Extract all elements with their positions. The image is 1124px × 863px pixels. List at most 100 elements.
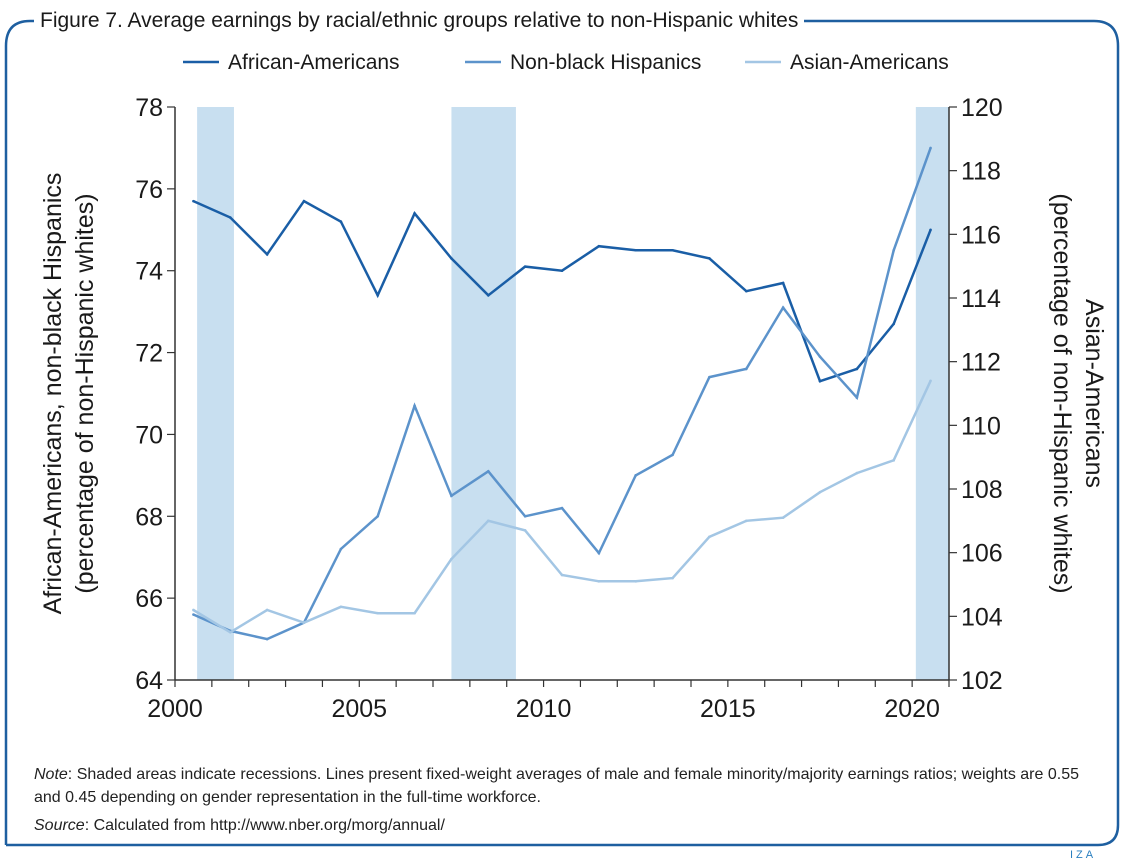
data-point-asian-americans-1: [228, 630, 232, 634]
data-point-non-black-hispanics-5: [376, 514, 380, 518]
data-point-non-black-hispanics-6: [413, 404, 416, 408]
data-point-asian-americans-0: [192, 608, 195, 612]
y-right-tick-label-112: 112: [961, 349, 1001, 377]
data-point-african-americans-9: [523, 265, 527, 268]
x-tick-label-2000: 2000: [147, 695, 203, 723]
data-point-african-americans-5: [376, 293, 380, 297]
data-point-asian-americans-5: [376, 611, 380, 615]
figure-title: Figure 7. Average earnings by racial/eth…: [34, 4, 805, 38]
x-tick-label-2015: 2015: [700, 695, 756, 723]
data-point-non-black-hispanics-12: [634, 474, 638, 477]
y-axis-right-title-line-1: Asian-Americans: [1080, 299, 1108, 488]
data-point-asian-americans-14: [708, 535, 711, 539]
y-axis-left-title: African-Americans, non-black Hispanics (p…: [39, 173, 99, 615]
data-point-non-black-hispanics-13: [671, 453, 674, 457]
data-point-asian-americans-8: [486, 519, 490, 523]
y-right-tick-label-108: 108: [961, 476, 1003, 504]
data-point-african-americans-12: [634, 248, 638, 252]
series-african-americans: [192, 199, 932, 383]
recession-bands: [197, 107, 949, 680]
data-point-non-black-hispanics-2: [265, 637, 269, 641]
data-point-african-americans-16: [781, 281, 785, 285]
y-left-tick-label-76: 76: [135, 176, 163, 204]
y-left-tick-label-68: 68: [135, 503, 163, 531]
figure-source: Source: Calculated from http://www.nber.…: [34, 815, 445, 837]
y-right-tick-label-116: 116: [961, 221, 1001, 249]
x-tick-label-2005: 2005: [331, 695, 387, 723]
y-right-tick-label-120: 120: [961, 94, 1003, 122]
data-point-african-americans-2: [265, 253, 269, 256]
data-point-african-americans-19: [892, 322, 896, 326]
data-point-asian-americans-13: [671, 576, 674, 580]
data-point-asian-americans-16: [781, 516, 785, 519]
y-left-tick-label-70: 70: [135, 421, 163, 449]
data-point-asian-americans-15: [744, 519, 748, 523]
y-axis-right-title: Asian-Americans(percentage of non-Hispan…: [1048, 193, 1108, 593]
data-point-asian-americans-6: [413, 611, 416, 615]
note-text: : Shaded areas indicate recessions. Line…: [34, 766, 1079, 806]
data-point-non-black-hispanics-18: [855, 396, 859, 399]
y-left-tick-label-64: 64: [135, 667, 163, 695]
data-point-african-americans-0: [192, 199, 195, 203]
frame-border: [4, 19, 1120, 847]
data-point-non-black-hispanics-4: [339, 547, 343, 551]
y-right-tick-label-118: 118: [961, 158, 1001, 186]
y-axis-left-title-line-2: (percentage of non-Hispanic whites): [71, 193, 99, 593]
y-left-tick-label-66: 66: [135, 585, 163, 613]
data-point-asian-americans-12: [634, 580, 638, 583]
figure-note: Note: Shaded areas indicate recessions. …: [34, 763, 1104, 809]
axes: 2000 2005 2010 2015 2020 64 66 68 70 72 74 76 78 102 1…: [39, 94, 1108, 723]
data-point-african-americans-7: [450, 257, 453, 260]
data-point-asian-americans-11: [597, 580, 601, 583]
y-right-tick-label-106: 106: [961, 540, 1003, 568]
series-lines: [192, 146, 932, 641]
data-point-non-black-hispanics-9: [523, 514, 527, 518]
data-point-non-black-hispanics-8: [486, 469, 490, 473]
data-point-african-americans-10: [560, 269, 564, 273]
data-point-african-americans-3: [302, 199, 306, 203]
data-point-non-black-hispanics-17: [818, 355, 822, 358]
legend-label-asian-americans: Asian-Americans: [790, 51, 949, 74]
series-line-non-black-hispanics: [192, 147, 932, 641]
data-point-asian-americans-7: [450, 557, 453, 561]
data-point-asian-americans-9: [523, 529, 527, 532]
legend: African-Americans Non-black Hispanics Asia…: [183, 51, 949, 74]
data-point-african-americans-17: [818, 379, 822, 383]
data-point-non-black-hispanics-15: [744, 367, 748, 371]
y-right-tick-label-102: 102: [961, 667, 1003, 695]
note-lead: Note: [34, 766, 68, 783]
data-point-non-black-hispanics-14: [708, 375, 711, 379]
y-right-tick-label-110: 110: [961, 412, 1001, 440]
data-point-african-americans-1: [228, 216, 232, 219]
data-point-non-black-hispanics-10: [560, 506, 564, 510]
y-left-tick-label-78: 78: [135, 94, 163, 122]
y-axis-right-title-line-2: (percentage of non-Hispanic whites): [1048, 193, 1076, 593]
data-point-non-black-hispanics-20: [929, 146, 932, 150]
recession-band-1: [197, 107, 234, 680]
y-right-tick-label-104: 104: [961, 603, 1003, 631]
source-lead: Source: [34, 817, 85, 834]
data-point-asian-americans-17: [818, 490, 822, 494]
data-point-african-americans-13: [671, 248, 674, 252]
data-point-african-americans-11: [597, 244, 601, 248]
data-point-african-americans-6: [413, 212, 416, 215]
x-tick-label-2010: 2010: [516, 695, 572, 723]
data-point-african-americans-4: [339, 220, 343, 223]
data-point-asian-americans-20: [929, 379, 932, 383]
data-point-african-americans-20: [929, 228, 932, 232]
series-line-asian-americans: [192, 380, 932, 634]
series-non-black-hispanics: [192, 146, 932, 641]
data-point-asian-americans-18: [855, 471, 859, 475]
data-point-non-black-hispanics-19: [892, 248, 896, 252]
recession-band-3: [915, 107, 949, 680]
data-point-african-americans-14: [708, 257, 711, 260]
data-point-non-black-hispanics-0: [192, 613, 195, 616]
legend-label-non-black-hispanics: Non-black Hispanics: [510, 51, 701, 74]
data-point-non-black-hispanics-16: [781, 306, 785, 309]
y-axis-left-title-line-1: African-Americans, non-black Hispanics: [39, 173, 67, 615]
y-right-tick-label-114: 114: [961, 285, 1001, 313]
data-point-asian-americans-10: [560, 573, 564, 577]
data-point-non-black-hispanics-7: [450, 494, 453, 498]
